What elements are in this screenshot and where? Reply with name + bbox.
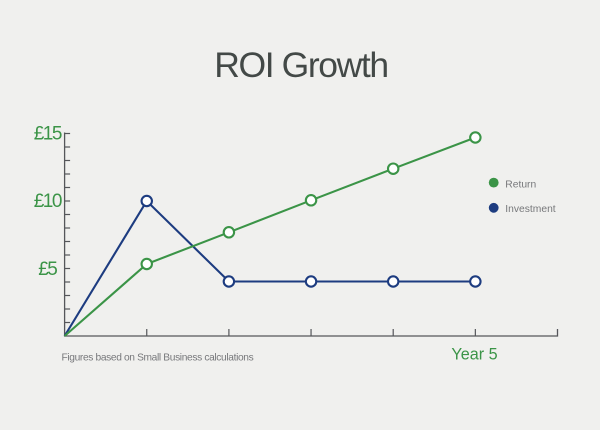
svg-text:£10: £10: [34, 191, 62, 212]
svg-text:Year 5: Year 5: [451, 346, 497, 364]
svg-text:£15: £15: [34, 124, 62, 145]
svg-text:ROI Growth: ROI Growth: [214, 45, 387, 85]
svg-text:£5: £5: [38, 259, 57, 280]
svg-text:Figures based on Small Busines: Figures based on Small Business calculat…: [62, 352, 254, 363]
svg-text:Investment: Investment: [505, 204, 556, 215]
svg-text:Return: Return: [505, 179, 536, 190]
